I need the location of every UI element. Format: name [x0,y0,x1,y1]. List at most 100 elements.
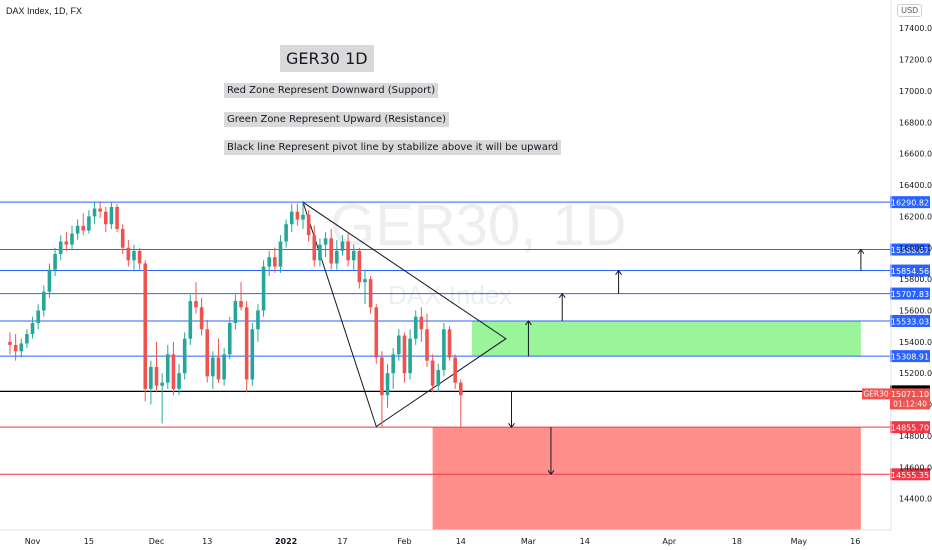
candle-body [132,250,136,261]
candle-body [182,338,187,374]
price-tick-label: 15200.00 [899,369,932,378]
candle-body [126,247,131,261]
candle-body [397,335,401,355]
candle-body [391,354,395,374]
candle-body [335,250,339,264]
candle-body [149,366,153,389]
level-price-tag [890,468,930,481]
price-tick-label: 16400.00 [899,181,932,190]
price-tick-label: 16000.00 [899,244,932,253]
candle-body [120,228,125,248]
time-tick-label: Dec [149,537,164,546]
time-tick-label: 18 [732,537,742,546]
price-tick-label: 15600.00 [899,306,932,315]
price-tick-label: 17400.00 [899,24,932,33]
candle-body [87,216,91,231]
candle-body [250,329,255,380]
price-tick-label: 15400.00 [899,338,932,347]
candle-body [92,208,97,217]
candle-body [165,354,170,383]
candle-body [154,366,159,386]
price-tick-label: 16800.00 [899,118,932,127]
candle-body [323,238,328,245]
level-price-tag [890,243,930,256]
candle-body [340,241,345,251]
level-price-tag [890,350,930,363]
candle-body [453,357,457,383]
candle-body [227,323,232,355]
level-price-tag [890,196,930,209]
candle-body [363,279,367,283]
candle-body [430,360,435,386]
watermark-description: DAX Index [388,280,513,310]
green-zone [472,320,861,357]
time-tick-label: 17 [337,537,347,546]
candle-body [70,233,74,245]
candle-body [103,211,108,225]
candle-body [425,329,429,361]
candle-body [447,329,452,358]
arrow-head [857,248,865,254]
candle-body [205,329,210,377]
candle-body [19,343,24,352]
arrow-head [547,470,555,476]
candle-body [301,214,305,220]
candle-body [137,250,142,264]
candle-body [408,338,412,374]
level-price-label: 15988.67 [891,246,929,255]
level-price-label: 15308.91 [891,353,929,362]
level-price-tag [890,421,930,434]
price-tick-label: 17000.00 [899,87,932,96]
candle-body [346,241,350,261]
candle-body [47,269,52,292]
candle-body [222,354,226,380]
annotation-black-line: Black line Represent pivot line by stabi… [224,140,562,155]
arrow-head [525,320,532,326]
candle-body [273,257,277,267]
triangle-pattern [302,201,507,428]
candle-body [380,357,384,396]
annotation-title: GER30 1D [280,45,374,72]
candle-body [256,310,260,330]
level-price-label: 15707.83 [891,290,929,299]
candle-body [199,307,204,330]
candles-layer [8,202,463,427]
drawings-layer [302,201,865,476]
candle-body [171,354,176,389]
symbol-tag-label: GER30 [863,389,889,398]
zones-layer [432,320,861,530]
candle-body [306,214,311,236]
candle-body [318,244,322,261]
currency-button[interactable]: USD [897,4,922,17]
candle-body [312,235,317,261]
time-tick-label: 2022 [275,537,297,546]
price-tick-label: 14400.00 [899,495,932,504]
annotation-red-zone: Red Zone Represent Downward (Support) [224,83,439,98]
price-tick-label: 16200.00 [899,212,932,221]
candle-body [374,307,379,358]
time-tick-label: 14 [456,537,466,546]
candle-body [30,323,35,334]
candle-body [385,373,390,396]
candle-body [351,250,356,261]
level-price-tag [890,287,930,300]
candle-body [402,335,407,374]
candle-body [194,301,198,308]
candle-body [64,241,69,245]
candle-body [53,254,57,270]
last-price-countdown: 01:12:40 [893,399,927,408]
symbol-tag [862,388,890,400]
candle-body [42,291,46,311]
candle-body [58,241,63,255]
candle-body [442,329,446,371]
candle-body [239,301,243,308]
candle-body [188,301,193,339]
candle-body [25,333,29,344]
level-price-label: 16290.82 [891,199,929,208]
candle-body [329,238,333,264]
candle-body [98,208,102,212]
last-price-tag [890,388,930,410]
candle-body [143,263,148,389]
candle-body [109,206,114,225]
